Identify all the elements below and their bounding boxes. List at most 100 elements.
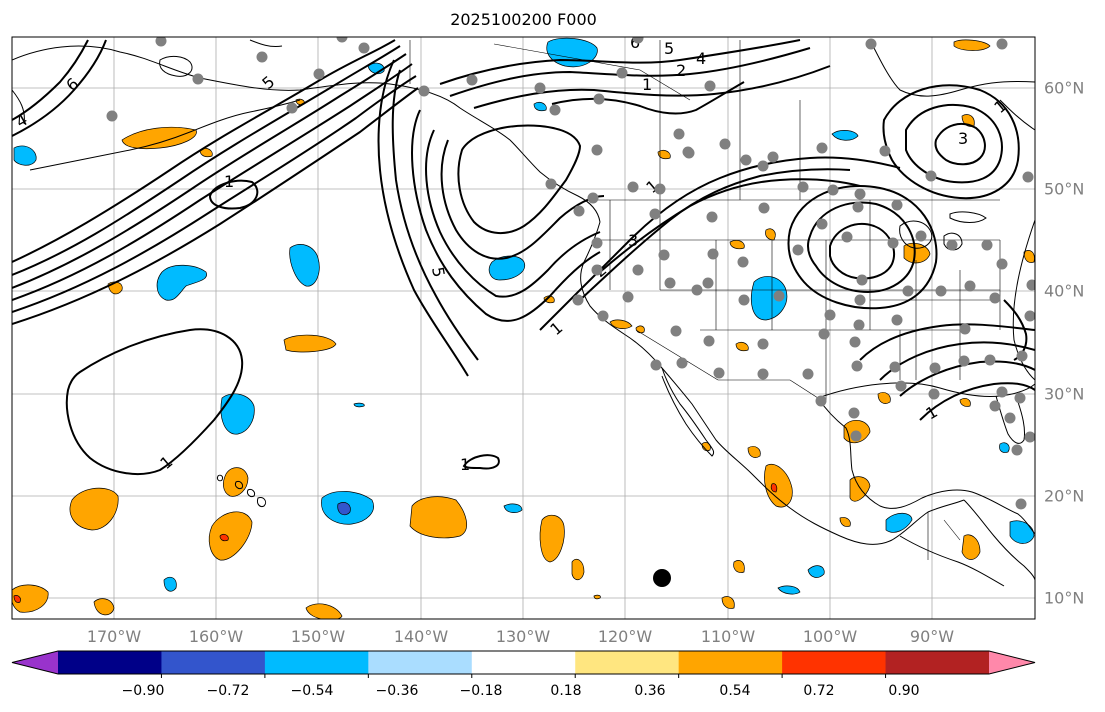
station-dot (676, 357, 688, 369)
station-dot (959, 323, 971, 335)
station-dot (889, 361, 901, 373)
station-dot (879, 145, 891, 157)
station-dot (757, 338, 769, 350)
station-dot (691, 284, 703, 296)
station-dots (106, 37, 1035, 510)
station-dot (851, 360, 863, 372)
station-dot (682, 146, 694, 158)
lon-label: 140°W (393, 627, 449, 646)
station-dot (1011, 444, 1023, 456)
station-dot (853, 319, 865, 331)
station-dot (622, 291, 634, 303)
station-dot (902, 285, 914, 297)
station-dot (915, 230, 927, 242)
station-dot (758, 202, 770, 214)
station-dot (627, 181, 639, 193)
station-dot (664, 277, 676, 289)
station-dot (707, 248, 719, 260)
contour-label: 1 (642, 75, 652, 94)
station-dot (740, 154, 752, 166)
contour-label: 1 (460, 455, 470, 474)
contour-label: 3 (958, 129, 968, 148)
station-dot (815, 395, 827, 407)
station-dot (767, 151, 779, 163)
station-dot (854, 188, 866, 200)
station-dot (573, 205, 585, 217)
contour-label: 5 (428, 265, 448, 278)
station-dot (946, 239, 958, 251)
station-dot (1015, 498, 1027, 510)
storm-center-marker (653, 569, 671, 587)
station-dot (981, 239, 993, 251)
lon-label: 160°W (188, 627, 244, 646)
station-dot (996, 386, 1008, 398)
station-dot (572, 294, 584, 306)
station-dot (587, 192, 599, 204)
station-dot (1026, 279, 1035, 291)
station-dot (849, 336, 861, 348)
station-dot (632, 264, 644, 276)
station-dot (738, 294, 750, 306)
station-dot (984, 354, 996, 366)
station-dot (704, 80, 716, 92)
lat-label: 50°N (1044, 179, 1085, 199)
station-dot (856, 274, 868, 286)
station-dot (958, 355, 970, 367)
contour-label: 5 (664, 39, 674, 58)
station-dot (996, 38, 1008, 50)
map-title: 2025100200 F000 (450, 10, 597, 29)
station-dot (773, 290, 785, 302)
station-dot (964, 280, 976, 292)
positive-anomaly-shading (12, 39, 1035, 619)
station-dot (616, 67, 628, 79)
station-dot (757, 368, 769, 380)
station-dot (895, 380, 907, 392)
station-dot (1016, 350, 1028, 362)
lon-label: 100°W (802, 627, 858, 646)
station-dot (650, 359, 662, 371)
station-dot (192, 73, 204, 85)
station-dot (632, 37, 644, 44)
station-dot (1004, 412, 1016, 424)
lon-label: 90°W (909, 627, 955, 646)
lon-label: 110°W (700, 627, 756, 646)
lon-label: 150°W (290, 627, 346, 646)
station-dot (719, 138, 731, 150)
lat-label: 10°N (1044, 588, 1085, 608)
contour-label: 6 (630, 33, 640, 52)
station-dot (597, 310, 609, 322)
station-dot (545, 178, 557, 190)
station-dot (549, 104, 561, 116)
station-dot (591, 237, 603, 249)
station-dot (1014, 392, 1026, 404)
colorbar-tick-label: 0.54 (719, 683, 751, 699)
station-dot (989, 400, 1001, 412)
station-dot (797, 181, 809, 193)
contour-label: 4 (696, 49, 706, 68)
map-frame (11, 36, 1036, 620)
colorbar-tick-label: 0.18 (550, 683, 582, 699)
station-dot (887, 237, 899, 249)
station-dot (670, 325, 682, 337)
station-dot (891, 199, 903, 211)
contour-label: 1 (224, 172, 234, 191)
station-dot (848, 407, 860, 419)
station-dot (792, 244, 804, 256)
contour-label: 2 (676, 61, 686, 80)
contour-label: 3 (628, 231, 638, 250)
station-dot (703, 335, 715, 347)
station-dot (591, 144, 603, 156)
station-dot (256, 51, 268, 63)
colorbar-tick-label: 0.90 (888, 683, 920, 699)
lon-label: 130°W (495, 627, 551, 646)
station-dot (928, 388, 940, 400)
station-dot (737, 256, 749, 268)
lat-label: 30°N (1044, 384, 1085, 404)
station-dot (713, 367, 725, 379)
station-dot (358, 42, 370, 54)
station-dot (850, 430, 862, 442)
colorbar-tick-label: −0.90 (121, 683, 165, 699)
colorbar-tick-label: −0.18 (459, 683, 503, 699)
station-dot (593, 93, 605, 105)
